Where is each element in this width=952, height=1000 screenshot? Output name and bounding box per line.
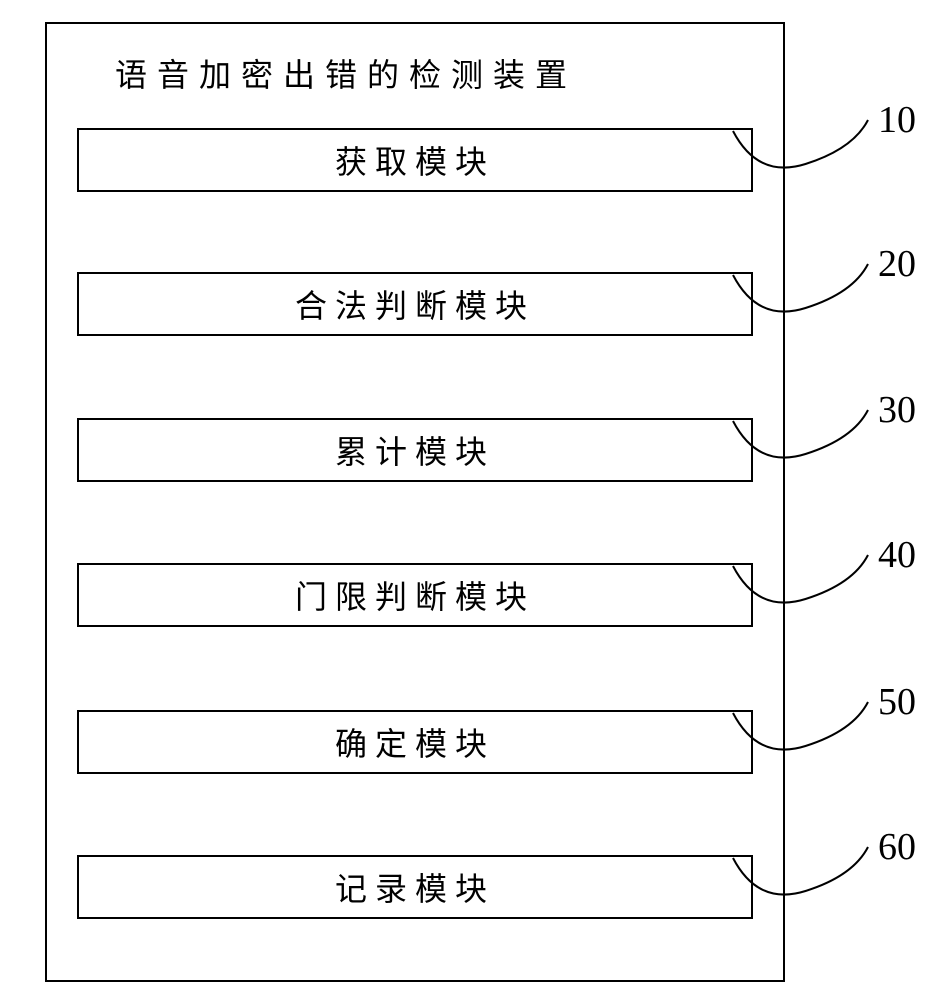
callout-number-1: 20 xyxy=(878,242,916,286)
module-box-1: 合法判断模块 xyxy=(77,272,753,336)
module-box-5: 记录模块 xyxy=(77,855,753,919)
module-box-2: 累计模块 xyxy=(77,418,753,482)
module-label-2: 累计模块 xyxy=(335,427,495,473)
callout-number-5: 60 xyxy=(878,825,916,869)
module-label-4: 确定模块 xyxy=(335,719,495,765)
callout-number-0: 10 xyxy=(878,98,916,142)
callout-number-4: 50 xyxy=(878,680,916,724)
module-label-3: 门限判断模块 xyxy=(295,572,535,618)
diagram-title: 语音加密出错的检测装置 xyxy=(115,50,577,96)
callout-number-2: 30 xyxy=(878,388,916,432)
module-label-0: 获取模块 xyxy=(335,137,495,183)
module-label-5: 记录模块 xyxy=(335,864,495,910)
callout-number-3: 40 xyxy=(878,533,916,577)
module-box-0: 获取模块 xyxy=(77,128,753,192)
module-box-3: 门限判断模块 xyxy=(77,563,753,627)
module-label-1: 合法判断模块 xyxy=(295,281,535,327)
module-box-4: 确定模块 xyxy=(77,710,753,774)
